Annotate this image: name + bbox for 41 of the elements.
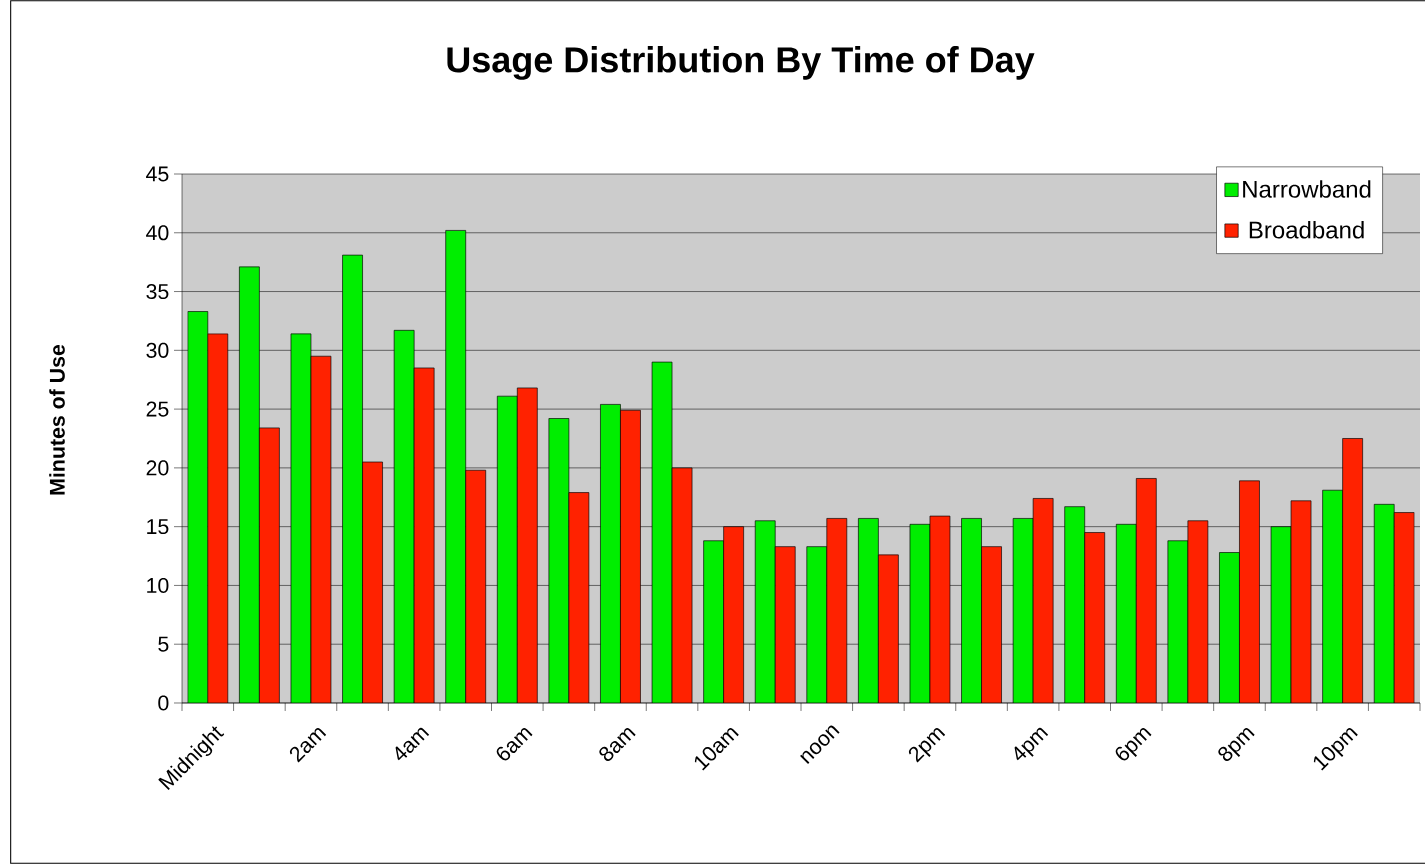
bar	[600, 404, 621, 703]
bar	[703, 540, 724, 703]
bar	[393, 330, 415, 703]
y-tick-label: 30	[146, 342, 169, 358]
y-tick-label: 5	[158, 636, 169, 652]
x-tick-label: 6pm	[1115, 727, 1152, 761]
bar	[445, 230, 467, 703]
y-tick-label: 0	[158, 695, 169, 711]
y-tick-label: 10	[147, 577, 169, 593]
bar	[1115, 523, 1137, 703]
bar	[548, 418, 570, 703]
bar	[806, 546, 828, 703]
bar	[496, 395, 518, 703]
bar	[1373, 503, 1395, 703]
legend-label: Broadband	[1249, 220, 1364, 239]
bar	[239, 266, 260, 703]
y-tick-label: 15	[147, 519, 169, 535]
chart-title: Usage Distribution By Time of Day	[447, 46, 1035, 80]
x-tick-label: 2pm	[908, 727, 946, 763]
bar	[187, 311, 209, 703]
y-axis-title: Minutes of Use	[49, 344, 65, 495]
x-tick-label: 4pm	[1014, 727, 1049, 761]
x-tick-label: 4am	[395, 727, 430, 761]
legend-label: Narrowband	[1243, 180, 1371, 198]
y-tick-label: 45	[146, 166, 169, 182]
y-tick-label: 20	[146, 460, 169, 476]
x-tick-label: 8am	[599, 727, 636, 761]
x-tick-label: 2am	[289, 727, 327, 763]
y-tick-label: 40	[146, 225, 169, 241]
y-tick-label: 25	[146, 401, 169, 417]
bar	[858, 518, 879, 703]
x-tick-label: 8pm	[1218, 727, 1255, 761]
bar	[342, 254, 363, 703]
y-tick-label: 35	[146, 284, 169, 300]
bar	[961, 518, 982, 703]
bar	[1219, 552, 1240, 703]
bar	[1064, 506, 1086, 703]
bar	[754, 520, 776, 703]
bar	[1322, 489, 1343, 703]
bar	[651, 361, 673, 703]
x-tick-label: 6am	[496, 727, 533, 761]
